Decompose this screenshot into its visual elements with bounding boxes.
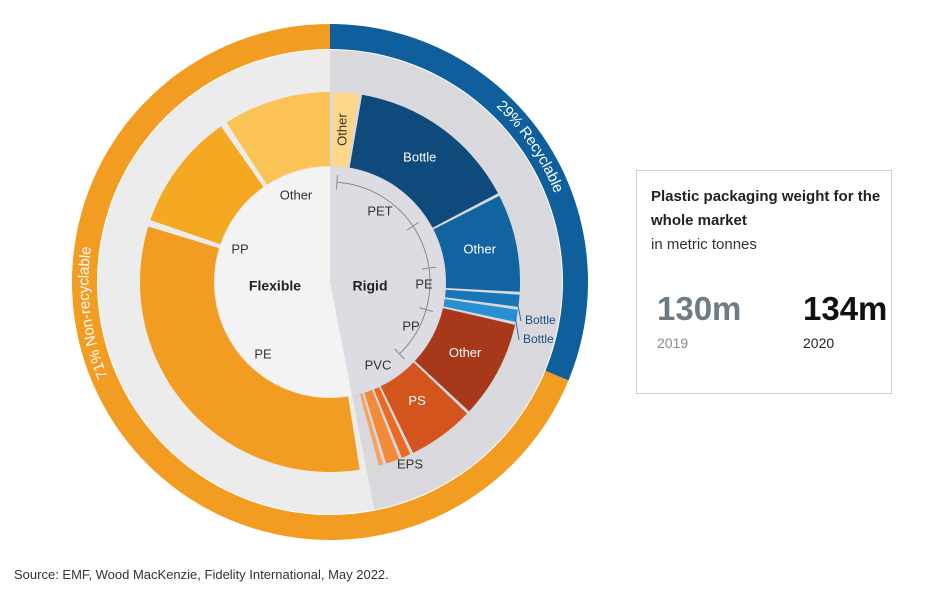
rigid-segment-4 [443,299,518,322]
polymer-bracket-arc [336,181,431,355]
polymer-bracket-tick [394,348,405,360]
info-subtitle: in metric tonnes [651,236,757,253]
outer-ring-recyclable [330,24,589,381]
rigid-label-other-blue: Other [463,242,496,257]
info-box: Plastic packaging weight for the whole m… [636,170,892,394]
stat-year-2020: 2020 [803,335,835,351]
flexible-label-pe: PE [254,346,272,361]
stat-value-2020: 134m [803,290,888,327]
polymer-bracket-tick [422,266,437,270]
bottle-leader-line [514,315,520,341]
stat-2019: 130m 2019 [657,290,742,352]
rigid-segment-7 [373,387,411,458]
stat-2020: 134m 2020 [803,290,888,352]
polymer-label-pe: PE [415,276,433,291]
rigid-label-small-bottle-0: Bottle [525,313,556,327]
rigid-label: Rigid [353,278,388,294]
rigid-segment-2 [433,195,520,292]
sunburst-chart: PET PE PP PVC EPS Flexible Rigid Other PP PE Other… [72,24,589,540]
source-note: Source: EMF, Wood MacKenzie, Fidelity In… [14,567,389,582]
stat-value-2019: 130m [657,290,742,327]
polymer-bracket-tick [406,221,419,231]
flexible-center [214,167,352,397]
polymer-label-pvc: PVC [365,357,392,372]
rigid-segment-6 [380,362,468,453]
rigid-label-other-yellow: Other [335,113,350,146]
polymer-bracket-tick [419,307,433,312]
stat-year-2019: 2019 [657,335,689,351]
rigid-segment-9 [359,393,384,466]
rigid-label-bottle: Bottle [403,150,436,165]
rigid-segment-3 [444,289,520,307]
polymer-label-eps: EPS [397,456,423,471]
flexible-label-other: Other [280,187,313,202]
rigid-label-other-red: Other [449,345,482,360]
rigid-segment-5 [414,308,516,412]
bottle-leader-line [516,300,522,322]
rigid-segment-8 [364,390,400,464]
rigid-segment-1 [349,94,498,228]
flexible-segment-pp [150,126,264,245]
polymer-bracket-tick [335,175,338,190]
rigid-label-small-bottle-1: Bottle [523,332,554,346]
flexible-segment-other [226,92,330,185]
polymer-label-pet: PET [367,203,392,218]
flexible-segment-pe [139,226,360,472]
info-title: Plastic packaging weight for the whole m… [651,188,881,229]
polymer-label-pp: PP [402,318,419,333]
flexible-label: Flexible [249,278,301,294]
flexible-label-pp: PP [231,241,248,256]
rigid-segment-0 [332,92,360,168]
rigid-label-ps: PS [408,393,426,408]
